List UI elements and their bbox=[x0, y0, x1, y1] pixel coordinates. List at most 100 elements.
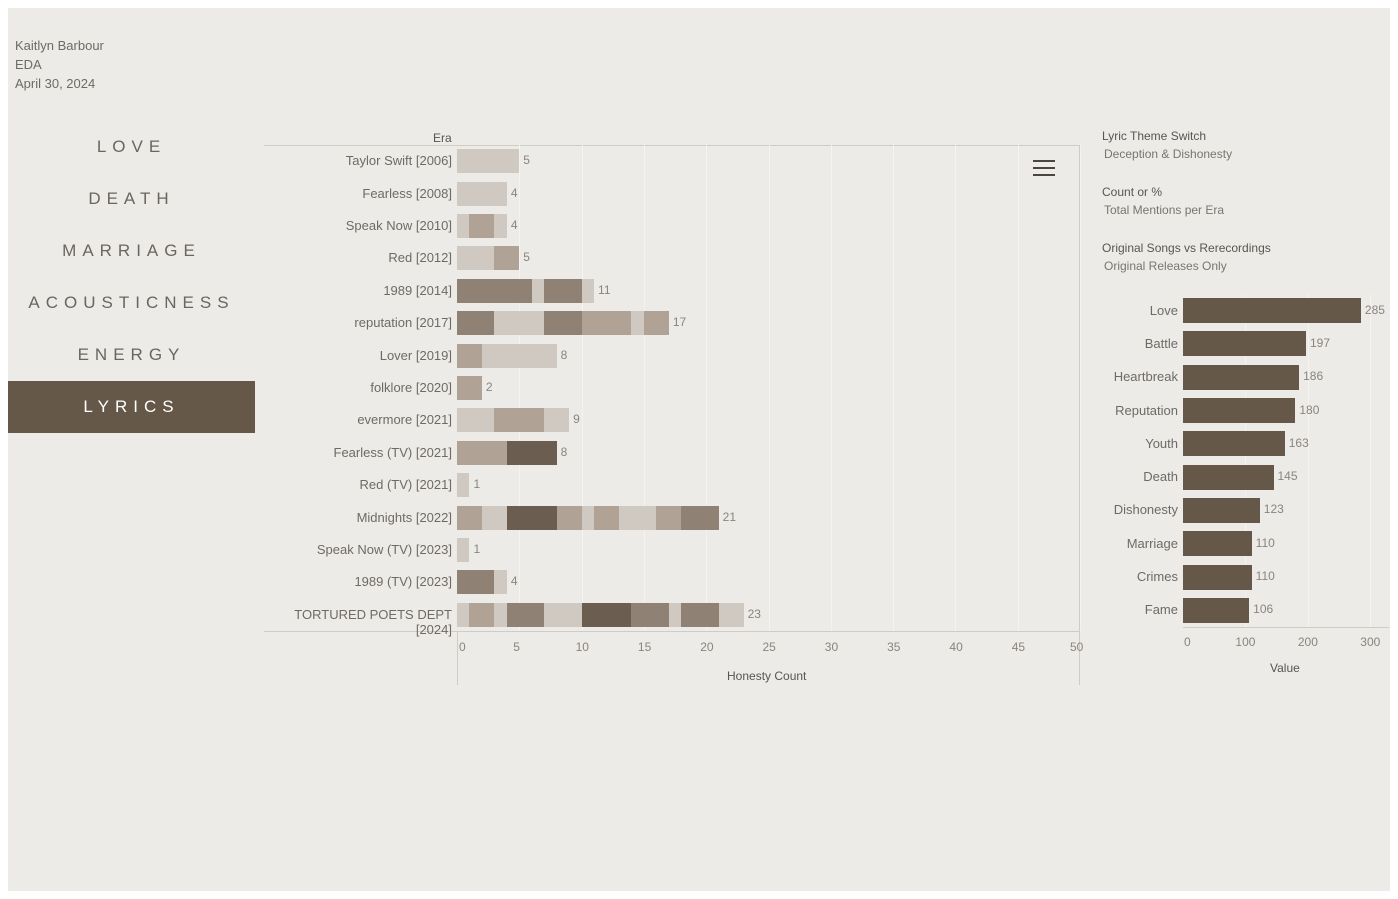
theme-label: Fame bbox=[1144, 602, 1178, 618]
side-gridline bbox=[1307, 294, 1309, 627]
dashboard-canvas: Kaitlyn Barbour EDA April 30, 2024 LOVE … bbox=[8, 8, 1390, 891]
theme-bar bbox=[1183, 331, 1306, 357]
era-label: evermore [2021] bbox=[357, 412, 452, 428]
bar-segment bbox=[544, 408, 570, 433]
bar-segment bbox=[469, 602, 495, 627]
side-chart-axis-line bbox=[1183, 627, 1389, 628]
author-subject: EDA bbox=[15, 57, 42, 72]
bar-total-label: 21 bbox=[722, 509, 737, 524]
x-tick-label: 25 bbox=[762, 640, 776, 654]
x-tick-label: 0 bbox=[459, 640, 466, 654]
nav-marriage-button[interactable]: MARRIAGE bbox=[62, 241, 201, 260]
gridline bbox=[768, 145, 770, 631]
gridline bbox=[706, 145, 708, 631]
side-x-tick-label: 300 bbox=[1360, 635, 1381, 649]
side-x-tick-label: 200 bbox=[1297, 635, 1318, 649]
theme-label: Battle bbox=[1144, 335, 1178, 351]
bar-segment bbox=[544, 278, 582, 303]
bar-total-label: 9 bbox=[573, 412, 580, 427]
bar-segment bbox=[581, 311, 632, 336]
bar-segment bbox=[457, 149, 520, 174]
era-label: Lover [2019] bbox=[379, 347, 452, 363]
x-tick-label: 45 bbox=[1011, 640, 1026, 654]
param-value-count[interactable]: Total Mentions per Era bbox=[1104, 203, 1225, 217]
era-label: Taylor Swift [2006] bbox=[345, 153, 452, 169]
bar-total-label: 8 bbox=[560, 444, 568, 459]
nav-energy-button[interactable]: ENERGY bbox=[77, 345, 186, 364]
bar-segment bbox=[469, 214, 495, 238]
era-stacked-bar-chart bbox=[457, 145, 1081, 631]
era-label: Red [2012] bbox=[388, 250, 452, 266]
era-label: Speak Now (TV) [2023] bbox=[316, 542, 452, 557]
bar-total-label: 1 bbox=[473, 542, 481, 556]
bar-segment bbox=[581, 278, 595, 303]
value-axis-title: Value bbox=[1270, 661, 1300, 675]
bar-total-label: 4 bbox=[510, 218, 518, 232]
bar-segment bbox=[457, 602, 470, 627]
theme-value-label: 186 bbox=[1303, 369, 1324, 384]
bar-segment bbox=[457, 440, 507, 465]
chart-top-border bbox=[264, 145, 1080, 146]
chart-right-border bbox=[1079, 145, 1080, 685]
bar-segment bbox=[581, 505, 595, 530]
bar-segment bbox=[556, 505, 582, 530]
nav-acousticness-button[interactable]: ACOUSTICNESS bbox=[28, 293, 235, 312]
bar-segment bbox=[457, 278, 532, 303]
bar-segment bbox=[668, 602, 682, 627]
bar-segment bbox=[457, 343, 482, 368]
bar-total-label: 4 bbox=[510, 574, 518, 589]
bar-segment bbox=[457, 376, 482, 400]
nav-death-button[interactable]: DEATH bbox=[88, 189, 175, 208]
author-date: April 30, 2024 bbox=[15, 76, 96, 91]
gridline bbox=[830, 145, 832, 631]
era-label: TORTURED POETS DEPT [2024] bbox=[294, 606, 452, 637]
theme-value-label: 145 bbox=[1277, 469, 1298, 484]
x-tick-label: 20 bbox=[700, 640, 714, 654]
bar-segment bbox=[531, 278, 545, 303]
era-label: 1989 [2014] bbox=[383, 282, 452, 298]
era-label: Midnights [2022] bbox=[356, 509, 452, 525]
param-value-theme[interactable]: Deception & Dishonesty bbox=[1104, 147, 1233, 161]
bar-segment bbox=[457, 408, 495, 433]
x-tick-label: 5 bbox=[513, 640, 520, 654]
menu-icon[interactable] bbox=[1033, 160, 1055, 178]
gridline bbox=[955, 145, 957, 631]
theme-value-label: 285 bbox=[1364, 302, 1385, 317]
nav-love-button[interactable]: LOVE bbox=[96, 137, 167, 156]
bar-segment bbox=[457, 246, 495, 271]
nav-lyrics-button[interactable]: LYRICS bbox=[8, 381, 255, 433]
theme-label: Heartbreak bbox=[1113, 369, 1178, 385]
theme-bar bbox=[1183, 464, 1274, 490]
bar-segment bbox=[643, 311, 669, 336]
bar-segment bbox=[718, 602, 744, 627]
theme-label: Reputation bbox=[1115, 402, 1178, 418]
param-label-count: Count or % bbox=[1102, 185, 1163, 199]
theme-bar bbox=[1183, 398, 1296, 424]
side-x-tick-label: 100 bbox=[1235, 635, 1256, 649]
gridline bbox=[893, 145, 895, 631]
x-tick-label: 40 bbox=[949, 640, 963, 654]
theme-label: Dishonesty bbox=[1113, 502, 1178, 518]
bar-segment bbox=[457, 473, 470, 498]
theme-value-label: 163 bbox=[1288, 435, 1309, 450]
bar-segment bbox=[506, 440, 557, 465]
gridline bbox=[643, 145, 645, 631]
param-value-recordings[interactable]: Original Releases Only bbox=[1104, 259, 1227, 273]
bar-segment bbox=[544, 602, 582, 627]
x-tick-label: 10 bbox=[575, 640, 589, 654]
x-tick-label: 15 bbox=[637, 640, 652, 654]
theme-value-label: 110 bbox=[1255, 535, 1275, 550]
bar-total-label: 8 bbox=[560, 347, 568, 362]
theme-value-label: 110 bbox=[1255, 569, 1275, 584]
era-label: Red (TV) [2021] bbox=[359, 477, 453, 493]
bar-total-label: 2 bbox=[485, 380, 493, 394]
bar-total-label: 11 bbox=[598, 282, 611, 297]
x-tick-label: 30 bbox=[824, 640, 839, 654]
bar-segment bbox=[494, 602, 507, 627]
era-label: Fearless [2008] bbox=[362, 185, 452, 201]
bar-segment bbox=[494, 214, 507, 238]
theme-label: Death bbox=[1143, 469, 1178, 485]
bar-segment bbox=[681, 602, 719, 627]
bar-segment bbox=[656, 505, 682, 530]
bar-segment bbox=[494, 408, 545, 433]
